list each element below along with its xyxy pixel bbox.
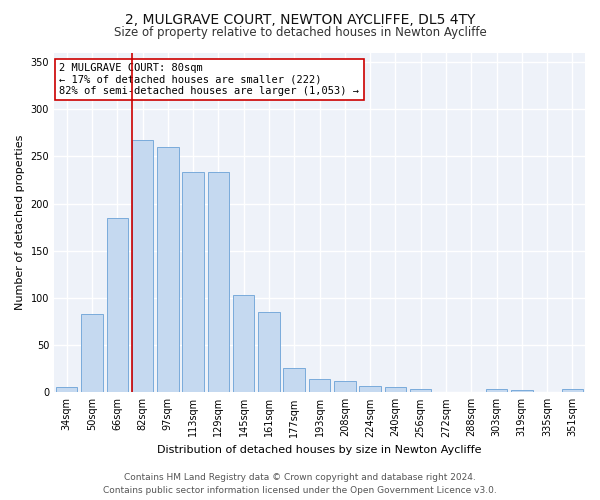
Bar — [486, 390, 507, 392]
Bar — [208, 172, 229, 392]
Text: Contains HM Land Registry data © Crown copyright and database right 2024.
Contai: Contains HM Land Registry data © Crown c… — [103, 474, 497, 495]
Bar — [56, 386, 77, 392]
Bar — [107, 218, 128, 392]
Bar — [410, 388, 431, 392]
Bar — [132, 140, 153, 392]
Text: 2 MULGRAVE COURT: 80sqm
← 17% of detached houses are smaller (222)
82% of semi-d: 2 MULGRAVE COURT: 80sqm ← 17% of detache… — [59, 62, 359, 96]
Bar — [385, 386, 406, 392]
Bar — [334, 381, 356, 392]
Bar — [562, 390, 583, 392]
Bar — [309, 379, 330, 392]
Text: Size of property relative to detached houses in Newton Aycliffe: Size of property relative to detached ho… — [113, 26, 487, 39]
Bar — [283, 368, 305, 392]
Bar — [157, 147, 179, 392]
Bar — [182, 172, 204, 392]
Text: 2, MULGRAVE COURT, NEWTON AYCLIFFE, DL5 4TY: 2, MULGRAVE COURT, NEWTON AYCLIFFE, DL5 … — [125, 12, 475, 26]
Bar — [359, 386, 381, 392]
Bar — [511, 390, 533, 392]
Bar — [233, 295, 254, 392]
Bar — [258, 312, 280, 392]
X-axis label: Distribution of detached houses by size in Newton Aycliffe: Distribution of detached houses by size … — [157, 445, 482, 455]
Y-axis label: Number of detached properties: Number of detached properties — [15, 134, 25, 310]
Bar — [81, 314, 103, 392]
